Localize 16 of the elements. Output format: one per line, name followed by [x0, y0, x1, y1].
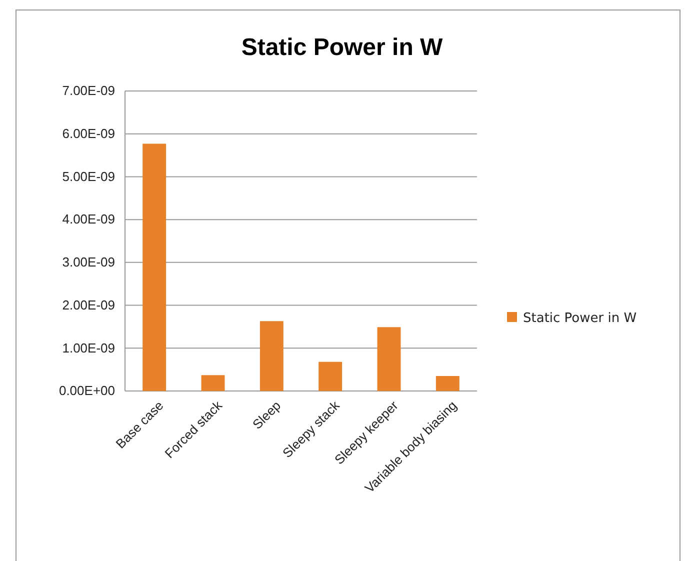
- y-tick-label: 7.00E-09: [62, 83, 115, 98]
- bar: [201, 375, 225, 391]
- y-tick-label: 6.00E-09: [62, 126, 115, 142]
- bar: [260, 321, 284, 391]
- bar: [436, 376, 460, 391]
- legend-label: Static Power in W: [523, 311, 637, 326]
- y-tick-label: 3.00E-09: [62, 254, 115, 270]
- bar: [142, 144, 166, 391]
- bar: [318, 362, 342, 391]
- y-tick-label: 1.00E-09: [62, 340, 115, 356]
- bar: [377, 327, 401, 391]
- y-tick-label: 2.00E-09: [62, 297, 115, 312]
- y-tick-label: 5.00E-09: [62, 168, 115, 184]
- y-tick-label: 0.00E+00: [58, 383, 115, 398]
- chart-title: Static Power in W: [241, 34, 444, 61]
- y-tick-label: 4.00E-09: [62, 212, 115, 227]
